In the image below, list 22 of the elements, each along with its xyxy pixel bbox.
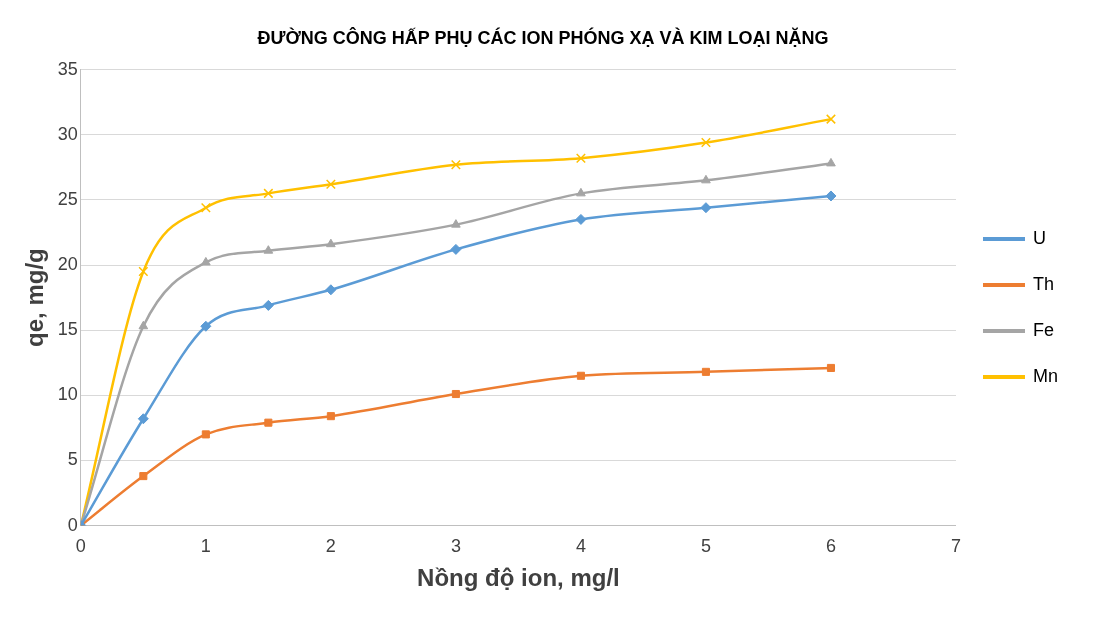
- y-tick-label: 25: [57, 188, 78, 209]
- x-axis-title: Nồng độ ion, mg/l: [417, 564, 620, 592]
- x-tick-label: 5: [700, 536, 711, 557]
- y-tick-label: 30: [57, 123, 78, 144]
- y-tick-label: 5: [67, 449, 78, 470]
- y-tick-label: 35: [57, 58, 78, 79]
- y-tick-label: 0: [67, 514, 78, 535]
- chart-title: ĐƯỜNG CÔNG HẤP PHỤ CÁC ION PHÓNG XẠ VÀ KIM LOẠI NẶNG: [257, 26, 829, 48]
- x-tick-label: 7: [950, 536, 961, 557]
- y-axis-title: qe, mg/g: [21, 248, 49, 347]
- x-tick-label: 1: [200, 536, 211, 557]
- y-tick-label: 15: [57, 319, 78, 340]
- legend-label: Mn: [1033, 365, 1059, 386]
- y-tick-label: 20: [57, 254, 78, 274]
- x-tick-label: 2: [325, 536, 336, 557]
- y-tick-label: 10: [57, 384, 78, 405]
- x-tick-label: 3: [450, 536, 461, 557]
- legend-label: Th: [1033, 273, 1055, 294]
- x-tick-label: 4: [575, 536, 586, 557]
- legend-label: Fe: [1033, 319, 1055, 340]
- x-tick-label: 6: [825, 536, 836, 557]
- legend-label: U: [1033, 227, 1046, 248]
